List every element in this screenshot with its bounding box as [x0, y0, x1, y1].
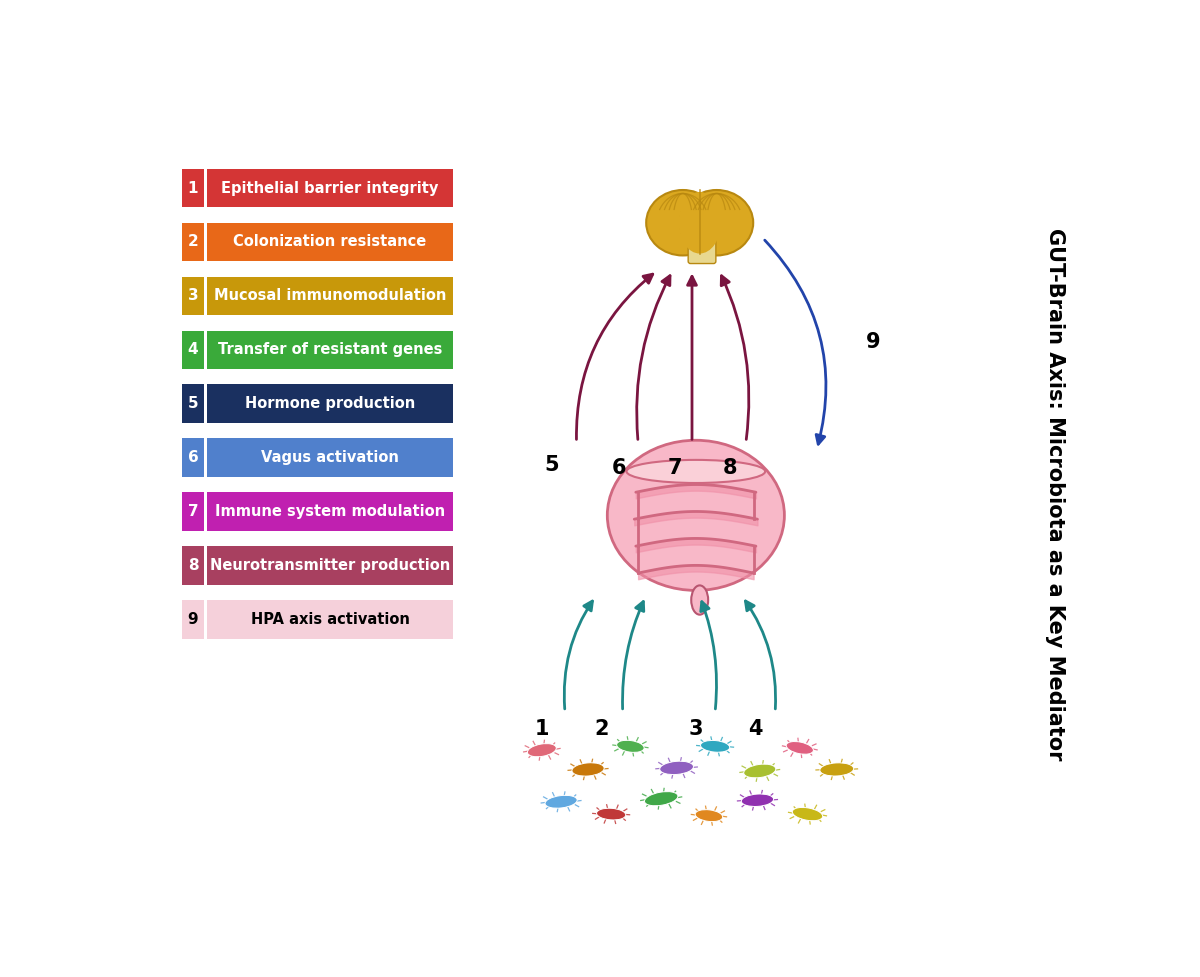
FancyArrowPatch shape	[623, 602, 643, 709]
FancyBboxPatch shape	[182, 330, 204, 369]
FancyBboxPatch shape	[182, 546, 204, 584]
Ellipse shape	[792, 807, 823, 821]
Text: 2: 2	[187, 234, 198, 249]
Ellipse shape	[646, 190, 719, 255]
FancyArrowPatch shape	[688, 276, 696, 440]
Ellipse shape	[691, 585, 708, 615]
Text: 7: 7	[668, 457, 683, 478]
Ellipse shape	[660, 761, 694, 775]
FancyArrowPatch shape	[576, 275, 653, 440]
FancyBboxPatch shape	[182, 384, 204, 423]
FancyBboxPatch shape	[182, 439, 204, 477]
Text: 9: 9	[865, 332, 881, 352]
Text: Hormone production: Hormone production	[245, 397, 415, 411]
FancyBboxPatch shape	[182, 276, 204, 316]
Text: Epithelial barrier integrity: Epithelial barrier integrity	[222, 181, 439, 195]
Ellipse shape	[678, 191, 721, 253]
Text: Vagus activation: Vagus activation	[262, 450, 400, 465]
FancyBboxPatch shape	[688, 225, 716, 264]
Text: 1: 1	[187, 181, 198, 195]
FancyBboxPatch shape	[206, 439, 454, 477]
Ellipse shape	[528, 743, 557, 757]
FancyBboxPatch shape	[182, 492, 204, 531]
Ellipse shape	[572, 763, 604, 776]
FancyBboxPatch shape	[206, 223, 454, 261]
Text: Transfer of resistant genes: Transfer of resistant genes	[218, 342, 443, 358]
Ellipse shape	[820, 763, 853, 776]
Ellipse shape	[744, 764, 775, 778]
Text: Colonization resistance: Colonization resistance	[234, 234, 427, 249]
Ellipse shape	[680, 190, 754, 255]
Text: Mucosal immunomodulation: Mucosal immunomodulation	[214, 288, 446, 304]
Text: 3: 3	[689, 719, 703, 740]
FancyArrowPatch shape	[764, 240, 826, 445]
FancyBboxPatch shape	[206, 330, 454, 369]
FancyArrowPatch shape	[721, 276, 749, 440]
Text: Neurotransmitter production: Neurotransmitter production	[210, 558, 450, 573]
FancyArrowPatch shape	[564, 601, 593, 709]
Text: Immune system modulation: Immune system modulation	[215, 504, 445, 519]
Text: 7: 7	[187, 504, 198, 519]
Ellipse shape	[596, 808, 625, 820]
Text: HPA axis activation: HPA axis activation	[251, 612, 409, 627]
FancyBboxPatch shape	[206, 169, 454, 207]
Ellipse shape	[786, 742, 814, 754]
Text: 1: 1	[534, 719, 550, 740]
Ellipse shape	[626, 460, 766, 483]
Text: 8: 8	[187, 558, 198, 573]
Text: 8: 8	[724, 457, 738, 478]
Text: 4: 4	[748, 719, 762, 740]
Ellipse shape	[742, 794, 774, 806]
FancyBboxPatch shape	[206, 600, 454, 639]
Text: 5: 5	[187, 397, 198, 411]
FancyBboxPatch shape	[206, 492, 454, 531]
Text: 9: 9	[187, 612, 198, 627]
FancyArrowPatch shape	[701, 602, 716, 709]
Ellipse shape	[607, 441, 785, 590]
Ellipse shape	[617, 741, 644, 752]
Ellipse shape	[701, 741, 730, 752]
FancyBboxPatch shape	[182, 223, 204, 261]
Ellipse shape	[545, 795, 577, 808]
Text: 5: 5	[545, 455, 559, 475]
Text: GUT-Brain Axis: Microbiota as a Key Mediator: GUT-Brain Axis: Microbiota as a Key Medi…	[1045, 228, 1066, 760]
Ellipse shape	[644, 791, 678, 806]
FancyBboxPatch shape	[182, 169, 204, 207]
FancyBboxPatch shape	[206, 546, 454, 584]
FancyArrowPatch shape	[637, 276, 670, 440]
Text: 3: 3	[187, 288, 198, 304]
Text: 2: 2	[594, 719, 608, 740]
FancyBboxPatch shape	[206, 384, 454, 423]
FancyBboxPatch shape	[206, 276, 454, 316]
Ellipse shape	[695, 810, 722, 822]
Text: 6: 6	[612, 457, 626, 478]
Text: 4: 4	[187, 342, 198, 358]
FancyBboxPatch shape	[182, 600, 204, 639]
FancyArrowPatch shape	[745, 601, 775, 709]
Text: 6: 6	[187, 450, 198, 465]
